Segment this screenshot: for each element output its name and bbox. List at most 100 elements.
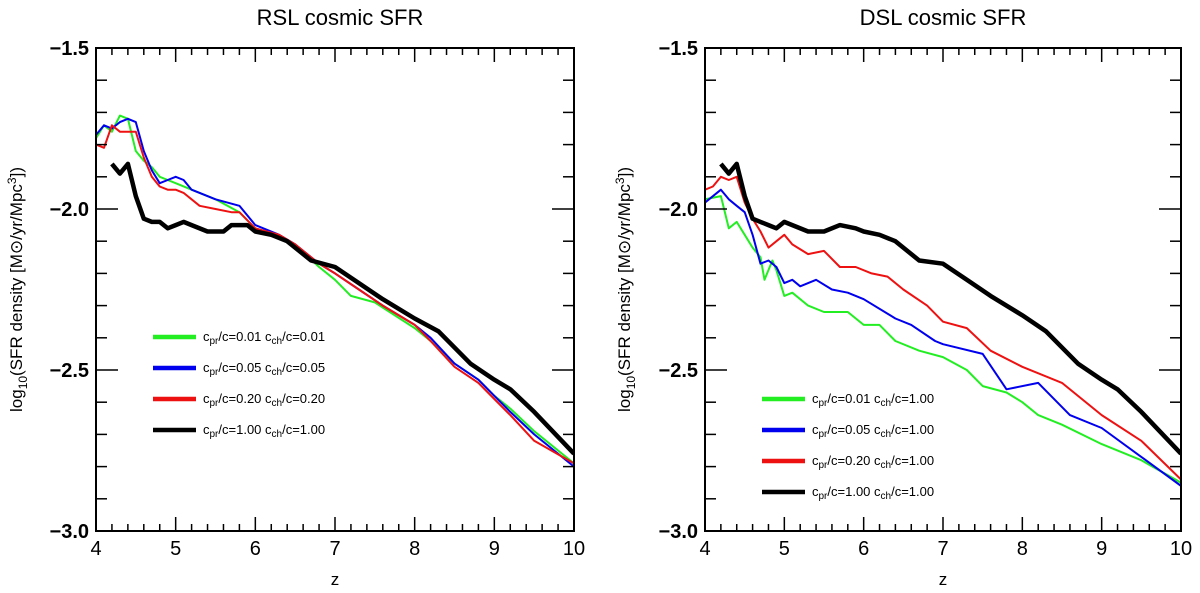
legend-label-part: c bbox=[203, 422, 210, 437]
y-label-part: ⊙ bbox=[615, 240, 634, 254]
legend-label: cpr/c=1.00 cch/c=1.00 bbox=[812, 484, 934, 502]
legend-label-part: c bbox=[812, 484, 819, 499]
y-label-part: 3 bbox=[5, 177, 19, 184]
legend-label-part: /c=0.01 bbox=[282, 329, 325, 344]
series-line-3 bbox=[705, 175, 1181, 481]
legend-label-part: pr bbox=[210, 336, 220, 347]
legend-item-4: cpr/c=1.00 cch/c=1.00 bbox=[153, 422, 325, 440]
legend-item-1: cpr/c=0.01 cch/c=0.01 bbox=[153, 329, 325, 347]
legend-label-part: pr bbox=[210, 429, 220, 440]
y-label-part: 10 bbox=[16, 376, 30, 390]
x-tick-label: 8 bbox=[1017, 538, 1028, 560]
legend-label-part: /c=0.05 c bbox=[827, 422, 881, 437]
legend-label-part: ch bbox=[881, 491, 892, 502]
legend-label-part: pr bbox=[819, 429, 829, 440]
legend-item-3: cpr/c=0.20 cch/c=0.20 bbox=[153, 391, 325, 409]
x-ticks: 4 5 6 7 8 9 10 bbox=[699, 48, 1192, 560]
legend-label-part: /c=1.00 bbox=[891, 422, 934, 437]
legend-item-1: cpr/c=0.01 cch/c=1.00 bbox=[762, 391, 934, 409]
x-tick-label: 8 bbox=[409, 538, 420, 560]
y-tick-label: −2.5 bbox=[659, 360, 698, 382]
x-tick-label: 7 bbox=[329, 538, 340, 560]
y-label-part: /yr/Mpc bbox=[615, 184, 634, 240]
legend-item-2: cpr/c=0.05 cch/c=1.00 bbox=[762, 422, 934, 440]
legend-label-part: ch bbox=[881, 460, 892, 471]
legend-label-part: /c=0.01 c bbox=[827, 391, 881, 406]
series-line-2 bbox=[705, 188, 1181, 487]
legend-label-part: pr bbox=[819, 491, 829, 502]
legend-label: cpr/c=0.20 cch/c=0.20 bbox=[203, 391, 325, 409]
y-label-part: 10 bbox=[624, 376, 638, 390]
legend-label: cpr/c=0.01 cch/c=0.01 bbox=[203, 329, 325, 347]
legend-label-part: /c=0.20 c bbox=[218, 391, 272, 406]
x-tick-label: 9 bbox=[1096, 538, 1107, 560]
x-tick-label: 6 bbox=[858, 538, 869, 560]
legend-label: cpr/c=1.00 cch/c=1.00 bbox=[203, 422, 325, 440]
legend-label: cpr/c=0.01 cch/c=1.00 bbox=[812, 391, 934, 409]
legend-label-part: c bbox=[203, 360, 210, 375]
legend-label-part: ch bbox=[881, 429, 892, 440]
x-tick-label: 5 bbox=[170, 538, 181, 560]
legend-label-part: c bbox=[203, 391, 210, 406]
legend-label-part: pr bbox=[210, 398, 220, 409]
legend-label-part: /c=1.00 bbox=[891, 391, 934, 406]
y-label-part: ]) bbox=[7, 167, 26, 177]
x-tick-label: 4 bbox=[90, 538, 101, 560]
legend-label: cpr/c=0.05 cch/c=1.00 bbox=[812, 422, 934, 440]
plot-frame bbox=[704, 47, 1182, 532]
legend-label-part: ch bbox=[272, 429, 283, 440]
series-line-4 bbox=[110, 161, 574, 456]
y-label-part: log bbox=[615, 389, 634, 412]
legend-label-part: /c=0.05 c bbox=[218, 360, 272, 375]
y-label-part: (SFR density [M bbox=[615, 254, 634, 376]
y-tick-label: −2.5 bbox=[50, 360, 89, 382]
x-tick-label: 10 bbox=[563, 538, 585, 560]
legend-item-2: cpr/c=0.05 cch/c=0.05 bbox=[153, 360, 325, 378]
x-ticks: 4 5 6 7 8 9 10 bbox=[90, 48, 585, 560]
legend-label-part: /c=1.00 bbox=[891, 453, 934, 468]
legend-label-part: pr bbox=[819, 460, 829, 471]
y-ticks: −3.0 −2.5 −2.0 −1.5 bbox=[659, 38, 1181, 543]
series-line-2 bbox=[96, 117, 574, 468]
legend-label-part: /c=1.00 bbox=[282, 422, 325, 437]
y-ticks: −3.0 −2.5 −2.0 −1.5 bbox=[50, 38, 574, 543]
x-tick-label: 6 bbox=[250, 538, 261, 560]
legend-label-part: ch bbox=[272, 367, 283, 378]
chart-title: DSL cosmic SFR bbox=[860, 5, 1027, 30]
legend-label-part: ch bbox=[272, 336, 283, 347]
legend-item-3: cpr/c=0.20 cch/c=1.00 bbox=[762, 453, 934, 471]
x-tick-label: 9 bbox=[489, 538, 500, 560]
x-axis-label: z bbox=[331, 570, 340, 589]
chart-panel-2: DSL cosmic SFR 4 5 6 7 8 9 10 −3.0 −2.5 −2.0 −1.5 z l… bbox=[613, 5, 1192, 589]
legend-item-4: cpr/c=1.00 cch/c=1.00 bbox=[762, 484, 934, 502]
x-axis-label: z bbox=[939, 570, 948, 589]
plot-frame bbox=[95, 47, 575, 532]
chart-panel-1: RSL cosmic SFR 4 5 6 7 8 9 10 −3.0 −2.5 −2.0 −1.5 z l… bbox=[5, 5, 585, 589]
y-axis-label: log10(SFR density [M⊙/yr/Mpc3]) bbox=[613, 167, 638, 412]
legend-label-part: c bbox=[203, 329, 210, 344]
series-line-4 bbox=[719, 161, 1181, 456]
y-label-part: ⊙ bbox=[7, 240, 26, 254]
y-tick-label: −2.0 bbox=[659, 199, 698, 221]
legend-label-part: /c=0.01 c bbox=[218, 329, 272, 344]
x-tick-label: 4 bbox=[699, 538, 710, 560]
legend-label-part: /c=1.00 c bbox=[827, 484, 881, 499]
y-tick-label: −1.5 bbox=[659, 38, 698, 60]
x-tick-label: 5 bbox=[779, 538, 790, 560]
legend-label-part: /c=0.20 bbox=[282, 391, 325, 406]
legend-label-part: pr bbox=[819, 398, 829, 409]
legend-label-part: ch bbox=[881, 398, 892, 409]
y-tick-label: −3.0 bbox=[50, 521, 89, 543]
legend-label-part: c bbox=[812, 422, 819, 437]
legend-label: cpr/c=0.05 cch/c=0.05 bbox=[203, 360, 325, 378]
legend-label-part: /c=0.20 c bbox=[827, 453, 881, 468]
legend-label-part: /c=1.00 bbox=[891, 484, 934, 499]
legend-label-part: /c=1.00 c bbox=[218, 422, 272, 437]
y-label-part: log bbox=[7, 389, 26, 412]
y-tick-label: −2.0 bbox=[50, 199, 89, 221]
legend-label-part: /c=0.05 bbox=[282, 360, 325, 375]
series-line-3 bbox=[96, 124, 574, 465]
legend-label-part: ch bbox=[272, 398, 283, 409]
